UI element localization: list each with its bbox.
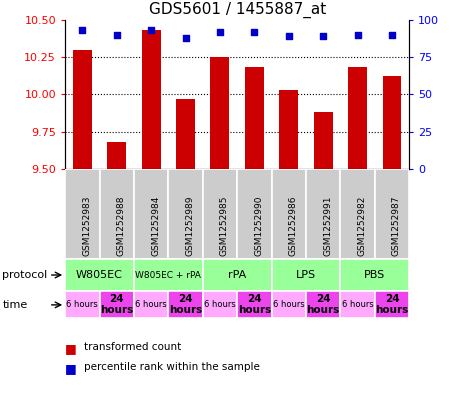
Bar — [306, 292, 340, 318]
Text: W805EC: W805EC — [76, 270, 123, 280]
Bar — [211, 57, 229, 169]
Text: time: time — [2, 300, 27, 310]
Bar — [203, 292, 237, 318]
Text: GSM1252988: GSM1252988 — [117, 195, 126, 255]
Title: GDS5601 / 1455887_at: GDS5601 / 1455887_at — [148, 2, 326, 18]
Text: GSM1252985: GSM1252985 — [220, 195, 229, 255]
Text: GSM1252983: GSM1252983 — [82, 195, 91, 255]
Bar — [100, 292, 134, 318]
Bar — [237, 169, 272, 259]
Text: PBS: PBS — [364, 270, 385, 280]
Point — [388, 31, 396, 38]
Bar — [107, 142, 126, 169]
Bar — [134, 169, 168, 259]
Text: 24
hours: 24 hours — [100, 294, 133, 315]
Text: W805EC + rPA: W805EC + rPA — [135, 270, 201, 279]
Point — [285, 33, 292, 39]
Text: GSM1252984: GSM1252984 — [151, 195, 160, 255]
Bar — [65, 292, 100, 318]
Bar — [134, 292, 168, 318]
Bar — [314, 112, 332, 169]
Text: 6 hours: 6 hours — [135, 300, 167, 309]
Text: 24
hours: 24 hours — [306, 294, 340, 315]
Text: ■: ■ — [65, 342, 77, 355]
Bar — [340, 259, 409, 292]
Bar — [272, 259, 340, 292]
Bar — [134, 259, 203, 292]
Text: 24
hours: 24 hours — [169, 294, 202, 315]
Text: 6 hours: 6 hours — [342, 300, 373, 309]
Text: GSM1252989: GSM1252989 — [186, 195, 194, 255]
Text: LPS: LPS — [296, 270, 316, 280]
Bar — [168, 292, 203, 318]
Bar — [65, 259, 134, 292]
Text: rPA: rPA — [228, 270, 246, 280]
Text: percentile rank within the sample: percentile rank within the sample — [84, 362, 259, 371]
Bar — [306, 169, 340, 259]
Text: GSM1252982: GSM1252982 — [358, 195, 366, 255]
Point — [79, 27, 86, 33]
Text: 6 hours: 6 hours — [204, 300, 236, 309]
Bar — [272, 292, 306, 318]
Bar — [375, 169, 409, 259]
Bar — [73, 50, 92, 169]
Point — [354, 31, 361, 38]
Point — [319, 33, 327, 39]
Point — [251, 28, 258, 35]
Bar — [279, 90, 298, 169]
Bar — [203, 169, 237, 259]
Text: ■: ■ — [65, 362, 77, 375]
Text: 24
hours: 24 hours — [375, 294, 409, 315]
Bar — [383, 76, 401, 169]
Bar — [272, 169, 306, 259]
Point — [216, 28, 224, 35]
Text: 24
hours: 24 hours — [238, 294, 271, 315]
Bar — [142, 30, 160, 169]
Bar — [100, 169, 134, 259]
Point — [113, 31, 120, 38]
Bar — [348, 68, 367, 169]
Bar — [168, 169, 203, 259]
Point — [147, 27, 155, 33]
Text: 6 hours: 6 hours — [66, 300, 98, 309]
Bar — [65, 169, 100, 259]
Text: GSM1252990: GSM1252990 — [254, 195, 263, 255]
Bar — [340, 169, 375, 259]
Bar — [203, 259, 272, 292]
Point — [182, 35, 189, 41]
Bar — [237, 292, 272, 318]
Bar — [245, 68, 264, 169]
Bar — [340, 292, 375, 318]
Text: protocol: protocol — [2, 270, 47, 280]
Text: GSM1252991: GSM1252991 — [323, 195, 332, 255]
Text: GSM1252986: GSM1252986 — [289, 195, 298, 255]
Text: transformed count: transformed count — [84, 342, 181, 352]
Text: GSM1252987: GSM1252987 — [392, 195, 401, 255]
Text: 6 hours: 6 hours — [273, 300, 305, 309]
Bar — [176, 99, 195, 169]
Bar — [375, 292, 409, 318]
